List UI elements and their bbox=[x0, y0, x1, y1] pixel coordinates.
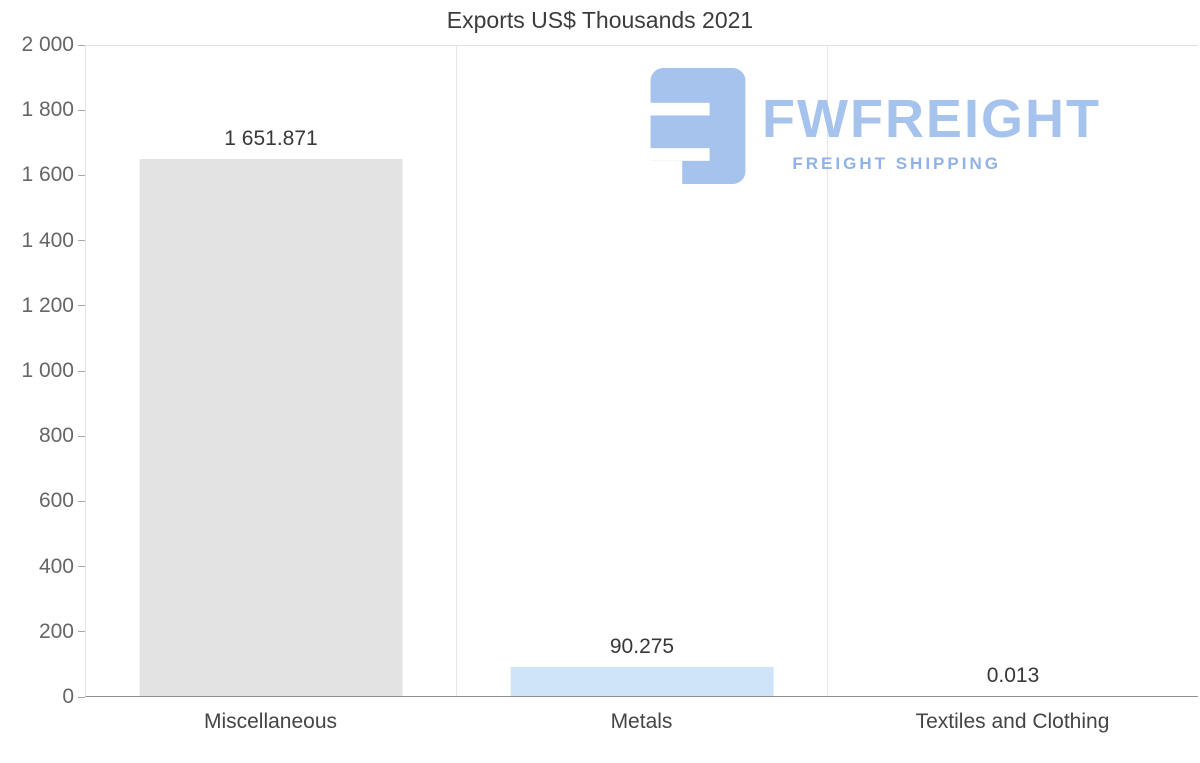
y-axis-label: 1 000 bbox=[21, 359, 74, 382]
y-axis-label: 400 bbox=[38, 554, 74, 578]
y-axis-tick bbox=[78, 174, 85, 176]
chart-title: Exports US$ Thousands 2021 bbox=[446, 7, 754, 33]
y-axis-tick bbox=[78, 631, 85, 633]
y-axis-tick bbox=[78, 240, 85, 242]
y-axis-label: 1 200 bbox=[21, 293, 74, 317]
y-axis-label: 2 000 bbox=[21, 33, 74, 56]
y-axis-tick bbox=[78, 435, 85, 437]
bar-value-label-metals: 90.275 bbox=[609, 634, 675, 658]
bar-value-label-textiles-and-clothing: 0.013 bbox=[986, 664, 1040, 687]
category-cell-textiles-and-clothing: 0.013 bbox=[828, 46, 1198, 696]
y-axis-label: 1 400 bbox=[21, 228, 74, 252]
y-axis-tick bbox=[78, 566, 85, 568]
y-axis-label: 1 600 bbox=[21, 163, 74, 187]
category-cell-miscellaneous: 1 651.871 bbox=[86, 46, 457, 696]
y-axis-tick bbox=[78, 44, 85, 46]
x-axis-label-textiles-and-clothing: Textiles and Clothing bbox=[915, 710, 1110, 733]
y-axis-label: 200 bbox=[38, 619, 74, 643]
x-axis-label-metals: Metals bbox=[610, 710, 673, 733]
bar-value-label-miscellaneous: 1 651.871 bbox=[224, 127, 318, 151]
x-axis-label-miscellaneous: Miscellaneous bbox=[203, 710, 338, 733]
y-axis-tick bbox=[78, 500, 85, 502]
y-axis-label: 1 800 bbox=[21, 98, 74, 122]
y-axis: 0 200 400 600 800 1 000 1 200 1 400 1 600 1 800 2 … bbox=[0, 33, 74, 708]
plot-area: 1 651.871 90.275 0.013 bbox=[85, 45, 1198, 697]
category-cell-metals: 90.275 bbox=[457, 46, 828, 696]
y-axis-label: 600 bbox=[38, 489, 74, 513]
y-axis-tick bbox=[78, 109, 85, 111]
bar-metals[interactable] bbox=[510, 666, 774, 696]
y-axis-tick bbox=[78, 696, 85, 698]
y-axis-tick bbox=[78, 305, 85, 307]
bar-miscellaneous[interactable] bbox=[139, 159, 403, 696]
y-axis-label: 800 bbox=[38, 424, 74, 448]
y-axis-tick bbox=[78, 370, 85, 372]
y-axis-label: 0 bbox=[62, 685, 74, 708]
y-ticks bbox=[78, 44, 85, 698]
x-axis: Miscellaneous Metals Textiles and Clothing bbox=[85, 698, 1198, 734]
